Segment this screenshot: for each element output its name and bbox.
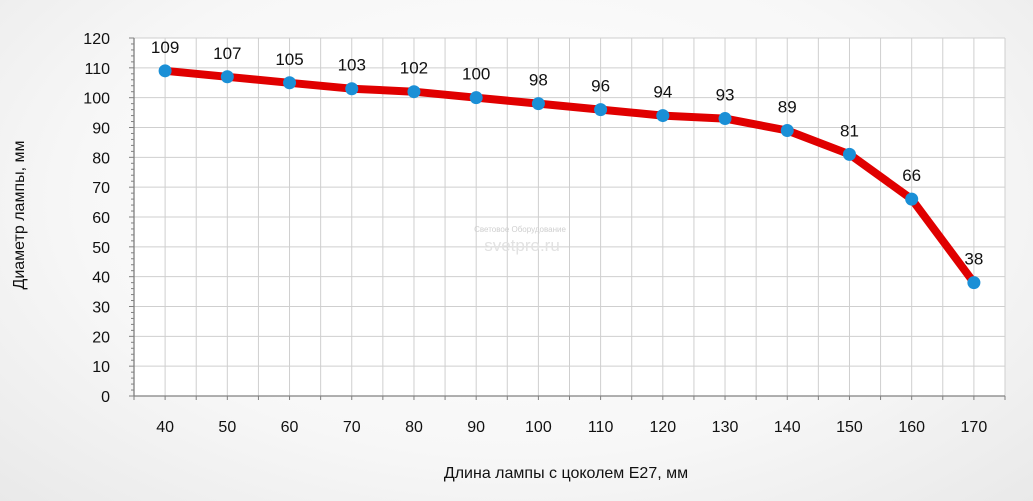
y-tick-label: 100 [83,91,110,108]
x-axis-title: Длина лампы с цоколем E27, мм [444,465,688,482]
x-tick-label: 170 [961,419,988,436]
x-tick-label: 150 [836,419,863,436]
series-line [161,66,978,287]
x-tick-label: 110 [588,419,614,436]
y-tick-label: 90 [92,121,110,138]
x-tick-label: 100 [525,419,552,436]
x-tick-label: 80 [405,419,423,436]
data-label: 94 [653,83,672,102]
data-label: 81 [840,121,859,140]
x-tick-label: 140 [774,419,801,436]
data-label: 109 [151,38,179,57]
watermark-line2: svetpro.ru [484,236,560,255]
data-label: 96 [591,77,610,96]
y-tick-label: 70 [92,180,110,197]
data-point [905,192,919,206]
data-label: 107 [213,44,241,63]
x-tick-label: 40 [156,419,174,436]
y-axis-title: Диаметр лампы, мм [11,141,28,290]
x-tick-label: 130 [712,419,739,436]
series: 109 107 105 103 102 100 98 96 94 93 89 81 66 38 [151,38,983,290]
y-tick-label: 0 [101,389,110,406]
y-tick-label: 40 [92,270,110,287]
y-tick-label: 20 [92,329,110,346]
watermark: Световое Оборудование svetpro.ru [474,225,566,255]
y-tick-label: 50 [92,240,110,257]
data-point [220,70,234,84]
data-point [407,85,421,99]
data-label: 38 [964,250,983,269]
data-label: 66 [902,166,921,185]
data-label: 98 [529,71,548,90]
y-tick-label: 120 [83,31,110,48]
y-tick-label: 80 [92,150,110,167]
x-tick-label: 160 [898,419,925,436]
grid [134,37,1006,396]
axes: 0 10 20 30 40 50 60 70 80 90 100 110 120 40 50 60 70 80 90… [83,31,1006,436]
data-label: 100 [462,65,490,84]
data-point [718,112,732,126]
x-tick-label: 50 [218,419,236,436]
y-tick-label: 30 [92,300,110,317]
x-tick-label: 70 [343,419,361,436]
data-label: 105 [275,50,303,69]
data-label: 89 [778,97,797,116]
data-point [656,109,670,123]
data-point [345,82,359,96]
data-point [283,76,297,90]
data-point [780,123,794,137]
data-point [967,276,981,290]
data-point [842,147,856,161]
data-label: 102 [400,59,428,78]
data-point [158,64,172,78]
y-tick-label: 60 [92,210,110,227]
x-tick-label: 90 [467,419,485,436]
x-tick-label: 120 [649,419,676,436]
watermark-line1: Световое Оборудование [474,225,566,234]
data-point [531,97,545,111]
x-tick-label: 60 [281,419,299,436]
data-point [594,103,608,117]
y-tick-label: 110 [84,61,110,78]
data-label: 103 [338,56,366,75]
data-label: 93 [716,86,735,105]
y-tick-label: 10 [92,359,110,376]
data-point [469,91,483,105]
